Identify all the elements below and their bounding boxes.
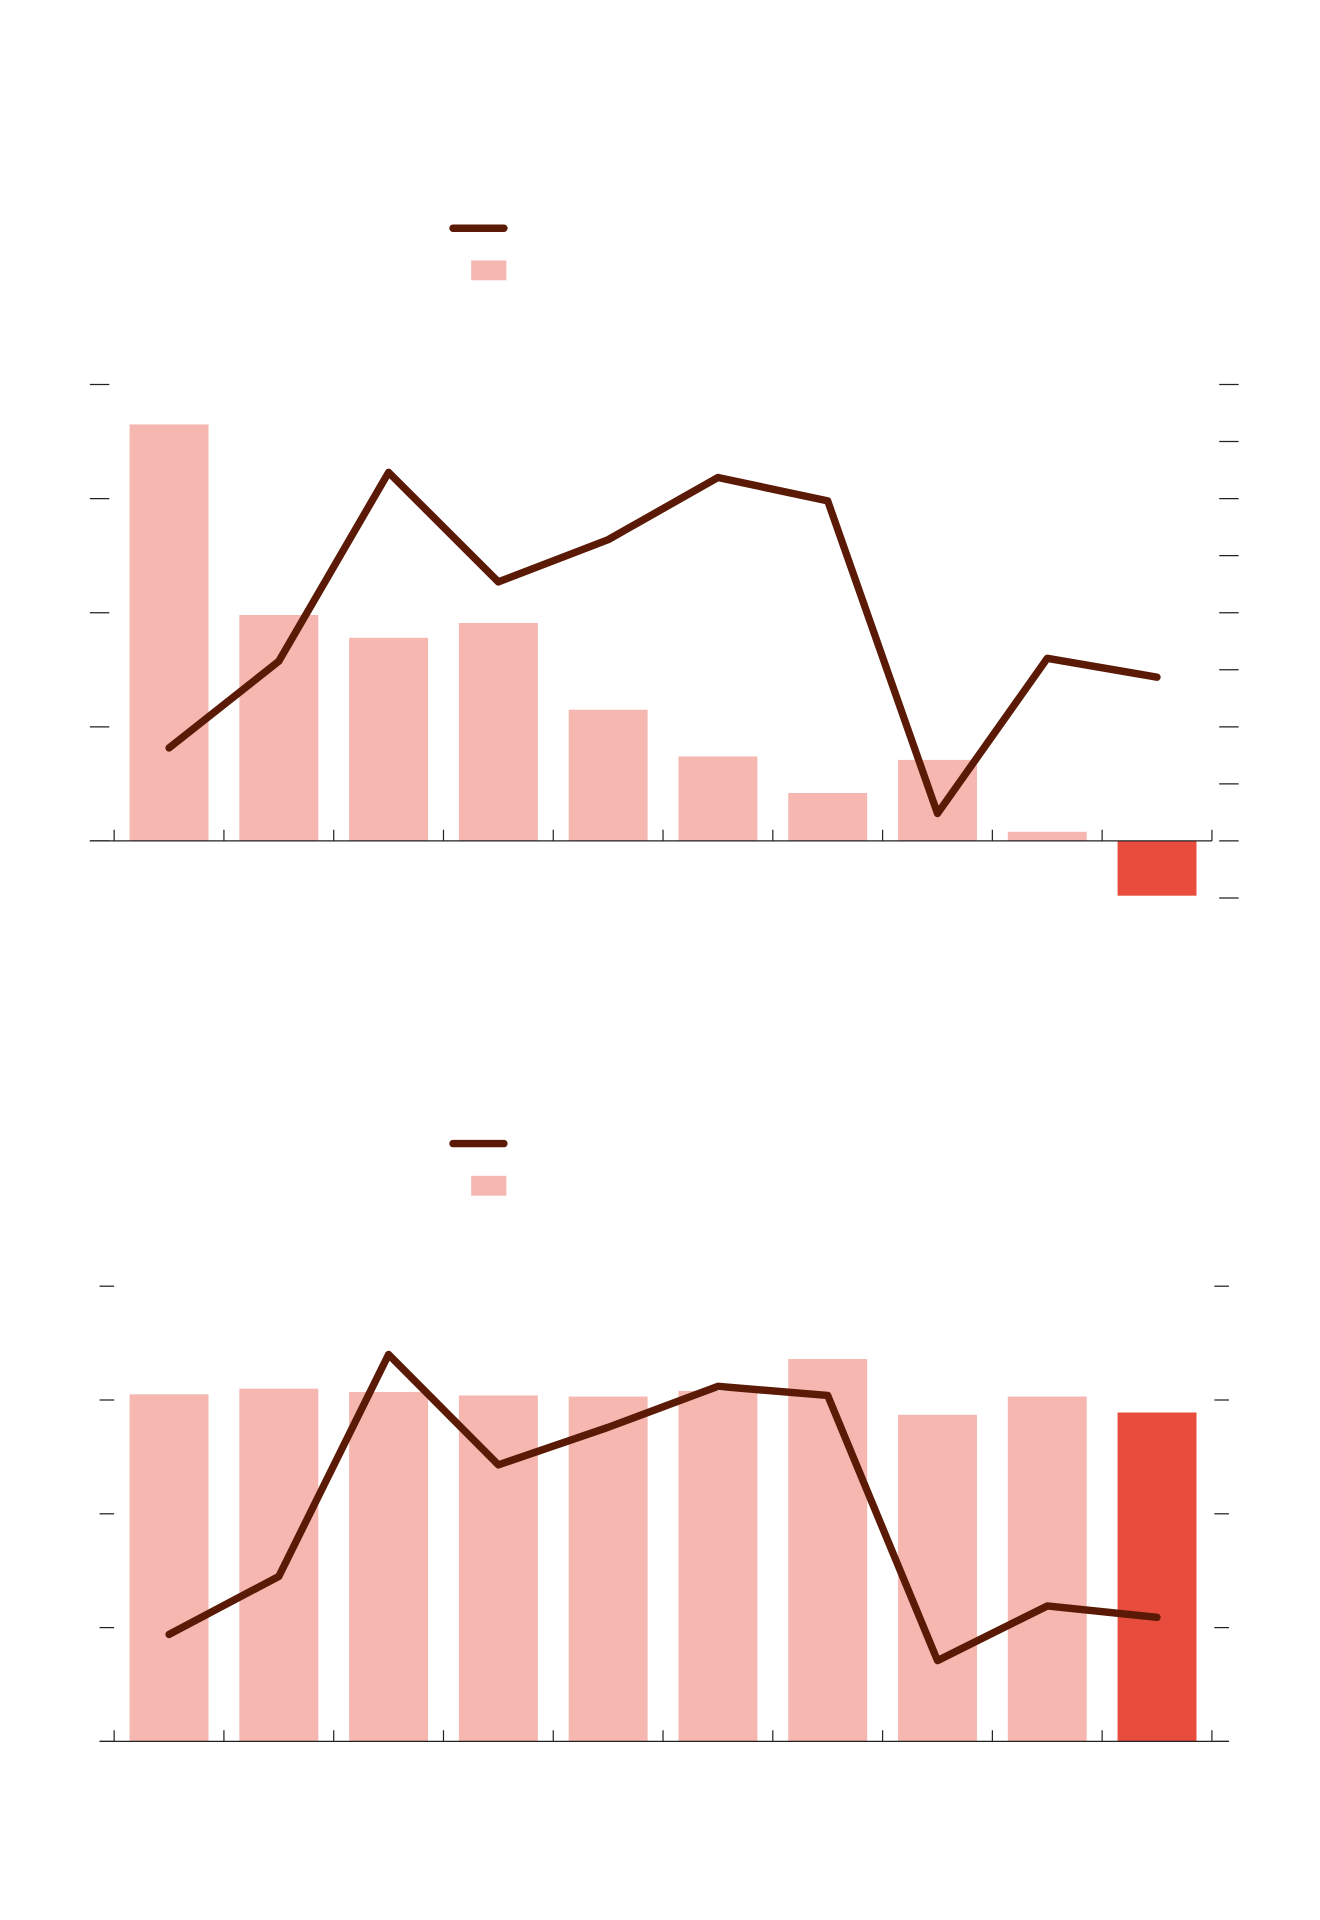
bar (129, 424, 209, 841)
bar (568, 709, 648, 841)
bar (568, 1396, 648, 1742)
bar (239, 614, 319, 841)
bar (678, 1390, 758, 1742)
bar (239, 1388, 319, 1742)
bar (1007, 1396, 1087, 1742)
legend-swatch (471, 1175, 507, 1196)
bar (458, 622, 538, 841)
bar (349, 637, 429, 841)
bar (129, 1394, 209, 1742)
bar (788, 1359, 868, 1742)
line (165, 1350, 1161, 1665)
bar (458, 1395, 538, 1742)
bar (788, 793, 868, 841)
bar (1117, 1412, 1197, 1742)
bar (1007, 831, 1087, 841)
bar (678, 756, 758, 841)
line (165, 468, 1161, 818)
bar (898, 1414, 977, 1742)
bar (349, 1392, 429, 1742)
legend-swatch (471, 260, 507, 281)
bar (1117, 840, 1197, 896)
